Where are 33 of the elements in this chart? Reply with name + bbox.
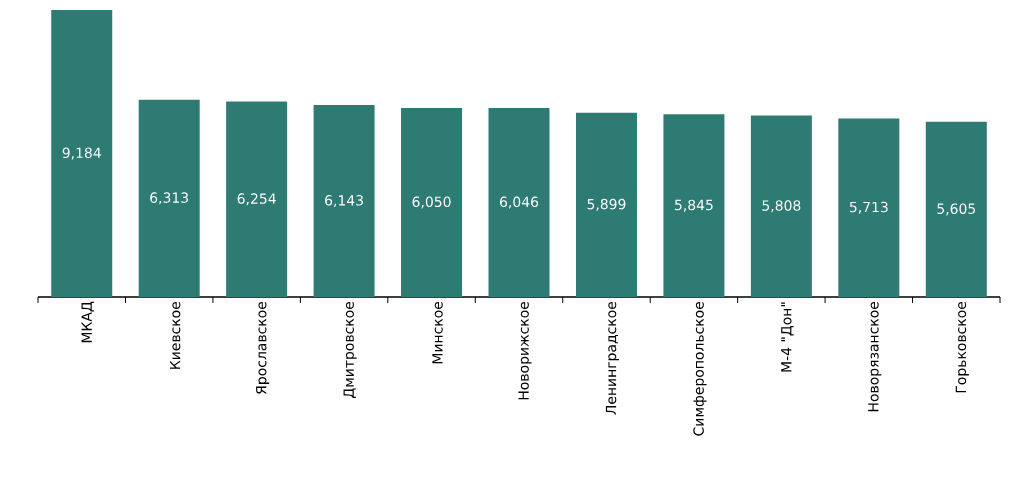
data-label: 6,050 bbox=[412, 196, 451, 209]
data-label: 6,143 bbox=[325, 195, 363, 207]
x-tick-label: М-4 "Дон" bbox=[781, 302, 794, 372]
bar bbox=[925, 121, 987, 297]
bar bbox=[51, 9, 113, 297]
x-tick-label: Новорижское bbox=[518, 301, 532, 400]
bar bbox=[313, 105, 375, 297]
bar bbox=[488, 108, 550, 297]
data-label: 9,184 bbox=[62, 147, 101, 160]
data-label: 6,313 bbox=[150, 192, 189, 205]
x-tick-label: Минское bbox=[432, 301, 443, 364]
bar bbox=[663, 114, 725, 297]
data-label: 5,605 bbox=[937, 203, 976, 216]
bar bbox=[226, 101, 288, 297]
bar bbox=[138, 99, 200, 297]
data-label: 5,808 bbox=[762, 200, 801, 213]
x-tick-label: Горьковское bbox=[955, 301, 969, 393]
data-label: 5,845 bbox=[675, 199, 713, 212]
x-tick-label: Киевское bbox=[170, 301, 181, 369]
data-label: 5,899 bbox=[587, 198, 626, 211]
x-tick-label: Новорязанское bbox=[868, 301, 882, 412]
x-tick-label: Дмитровское bbox=[343, 301, 357, 398]
x-tick-label: Симферопольское bbox=[693, 301, 707, 436]
x-tick-label: МКАД bbox=[81, 301, 94, 343]
x-tick-label: Ярославское bbox=[256, 301, 270, 394]
bar bbox=[401, 107, 463, 297]
x-tick-label: Ленинградское bbox=[605, 301, 619, 415]
bar bbox=[838, 118, 900, 297]
data-label: 6,254 bbox=[237, 193, 276, 206]
bar bbox=[575, 112, 637, 297]
data-label: 5,713 bbox=[849, 201, 888, 214]
bar bbox=[750, 115, 812, 297]
data-label: 6,046 bbox=[500, 196, 539, 209]
